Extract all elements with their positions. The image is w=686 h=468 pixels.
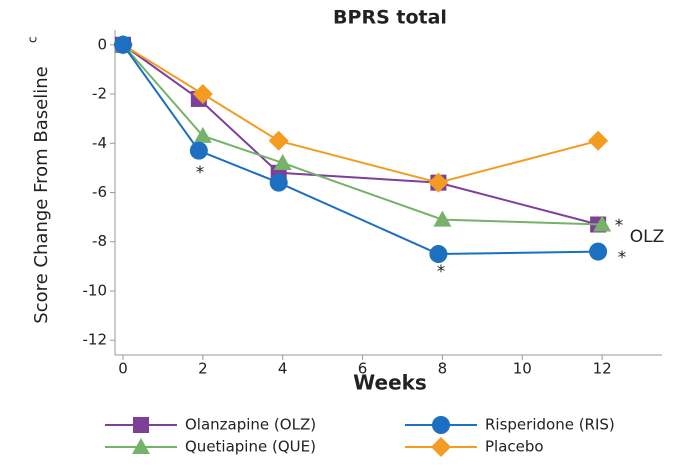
marker xyxy=(588,130,609,151)
series-line xyxy=(122,43,599,184)
annotation: * xyxy=(196,163,205,183)
y-tick-label: -2 xyxy=(92,85,107,103)
marker xyxy=(192,84,213,105)
x-tick-label: 6 xyxy=(358,360,368,378)
marker xyxy=(433,210,452,227)
marker xyxy=(189,141,208,160)
marker xyxy=(273,153,292,170)
marker xyxy=(193,126,212,143)
x-axis-label: Weeks xyxy=(353,371,427,395)
chart-title: BPRS total xyxy=(333,7,447,29)
y-tick-label: -6 xyxy=(92,183,107,201)
x-tick-label: 0 xyxy=(118,360,128,378)
marker xyxy=(133,417,149,433)
y-tick-label: -8 xyxy=(92,232,107,250)
y-axis-label-superscript: c xyxy=(26,36,40,43)
marker xyxy=(269,173,288,192)
x-tick-label: 12 xyxy=(593,360,612,378)
annotation: * xyxy=(618,248,627,268)
y-tick-label: 0 xyxy=(97,35,107,53)
marker xyxy=(593,215,612,232)
series-line xyxy=(122,44,603,226)
marker xyxy=(268,130,289,151)
y-tick-label: -4 xyxy=(92,134,107,152)
marker xyxy=(429,245,448,264)
legend-label: Placebo xyxy=(485,438,544,456)
marker xyxy=(132,438,150,454)
y-tick-label: -12 xyxy=(83,331,108,349)
annotation: * xyxy=(437,262,446,282)
legend-label: Risperidone (RIS) xyxy=(485,416,615,434)
x-tick-label: 2 xyxy=(198,360,208,378)
marker xyxy=(589,242,608,261)
y-tick-label: -10 xyxy=(83,281,108,299)
marker xyxy=(113,35,132,54)
x-tick-label: 4 xyxy=(278,360,288,378)
legend-label: Olanzapine (OLZ) xyxy=(185,416,316,434)
marker xyxy=(431,437,451,457)
y-axis-label: Score Change From Baseline xyxy=(31,66,52,323)
annotation: OLZ xyxy=(630,227,665,247)
annotation: * xyxy=(615,216,624,236)
x-tick-label: 8 xyxy=(438,360,448,378)
legend-label: Quetiapine (QUE) xyxy=(185,438,316,456)
series-line xyxy=(122,43,599,226)
marker xyxy=(428,172,449,193)
x-tick-label: 10 xyxy=(513,360,532,378)
marker xyxy=(432,416,450,434)
y-axis-label-group: Score Change From Baseline c xyxy=(26,36,53,323)
